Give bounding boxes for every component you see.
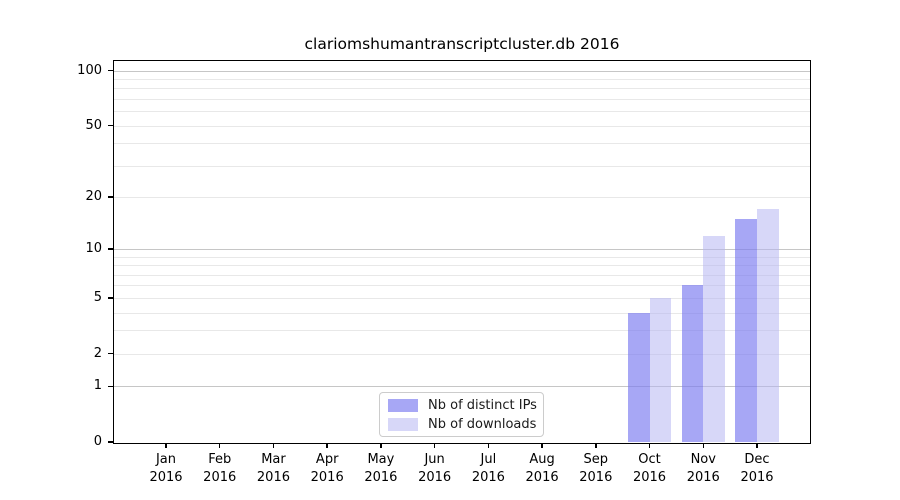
y-gridline-minor (114, 88, 810, 90)
y-gridline-minor (114, 125, 810, 127)
y-gridline-minor (114, 330, 810, 332)
x-tick-label: Nov 2016 (671, 451, 735, 486)
x-tick-month: Dec (744, 452, 770, 467)
x-tick-month: Aug (529, 452, 555, 467)
x-tick-year: 2016 (418, 469, 452, 485)
x-axis-tick (165, 443, 167, 448)
x-tick-month: Nov (690, 452, 716, 467)
x-axis-tick (326, 443, 328, 448)
y-axis-tick (108, 196, 113, 198)
x-axis-tick (219, 443, 221, 448)
legend-swatch-downloads (388, 417, 418, 431)
x-tick-year: 2016 (632, 469, 667, 485)
bar-downloads-dec[interactable] (757, 209, 779, 442)
x-tick-year: 2016 (740, 469, 774, 485)
y-gridline-minor (114, 111, 810, 113)
x-tick-month: Oct (638, 452, 661, 467)
x-tick-label: Apr 2016 (295, 451, 359, 486)
y-gridline-major (114, 249, 810, 251)
x-tick-year: 2016 (310, 469, 344, 485)
bar-distinct-ips-dec[interactable] (735, 218, 757, 442)
x-tick-month: Feb (208, 452, 232, 467)
y-gridline-minor (114, 265, 810, 267)
x-tick-label: Jul 2016 (456, 451, 520, 486)
x-tick-month: Sep (583, 452, 609, 467)
chart-title: clariomshumantranscriptcluster.db 2016 (304, 35, 620, 53)
y-gridline-minor (114, 274, 810, 276)
x-tick-month: Jan (155, 452, 177, 467)
x-tick-month: Mar (261, 452, 286, 467)
y-axis-tick (108, 352, 113, 355)
bar-distinct-ips-oct[interactable] (627, 312, 650, 442)
x-tick-month: Jun (424, 452, 445, 467)
y-tick-label: 50 (85, 117, 102, 133)
legend-swatch-distinct-ips (388, 398, 418, 412)
y-gridline-minor (114, 256, 810, 258)
legend: Nb of distinct IPs Nb of downloads (379, 392, 544, 437)
x-tick-label: Feb 2016 (188, 451, 252, 486)
x-axis-tick (756, 443, 758, 448)
plot-area: 0 1 2 5 10 20 50 100 Jan 2016 Feb 2016 Mar 2016 Apr 201… (77, 60, 811, 485)
x-tick-label: Dec 2016 (725, 451, 789, 486)
x-tick-label: Mar 2016 (241, 451, 305, 486)
y-gridline-minor (114, 285, 810, 287)
x-tick-month: Jul (480, 452, 497, 467)
legend-item-downloads: Nb of downloads (388, 417, 543, 432)
bar-downloads-nov[interactable] (703, 235, 725, 442)
x-tick-year: 2016 (525, 469, 559, 485)
x-tick-year: 2016 (686, 469, 720, 485)
y-axis-tick (108, 385, 113, 387)
y-tick-label: 2 (93, 345, 102, 361)
y-gridline-minor (114, 297, 810, 299)
legend-item-distinct-ips: Nb of distinct IPs (388, 398, 543, 413)
x-axis-tick (595, 443, 597, 448)
x-tick-label: May 2016 (349, 451, 413, 486)
x-tick-year: 2016 (471, 469, 505, 485)
x-axis-tick (272, 443, 275, 448)
x-tick-year: 2016 (203, 469, 237, 485)
x-tick-label: Jan 2016 (134, 451, 198, 486)
x-tick-year: 2016 (579, 469, 613, 485)
y-gridline-minor (114, 79, 810, 81)
y-gridline-minor (114, 165, 810, 167)
x-axis-tick (433, 443, 436, 448)
y-gridline-minor (114, 312, 810, 314)
y-axis-tick (108, 248, 113, 250)
y-axis-tick (108, 70, 113, 72)
y-gridline-major (114, 386, 810, 388)
x-axis-tick (541, 443, 543, 448)
y-axis-tick (108, 441, 113, 443)
x-tick-month: Apr (315, 452, 339, 467)
y-axis-tick (108, 125, 113, 127)
y-tick-label: 100 (77, 62, 102, 78)
y-tick-label: 10 (85, 241, 102, 257)
y-tick-label: 20 (85, 189, 102, 205)
x-tick-label: Aug 2016 (510, 451, 574, 486)
x-tick-year: 2016 (149, 469, 183, 485)
y-tick-label: 0 (93, 434, 102, 449)
x-axis-tick (380, 443, 382, 448)
x-tick-year: 2016 (364, 469, 398, 485)
y-axis-tick (108, 297, 113, 299)
y-gridline-minor (114, 143, 810, 145)
bar-distinct-ips-nov[interactable] (681, 285, 704, 442)
x-tick-label: Oct 2016 (618, 451, 682, 486)
y-gridline-major (114, 70, 810, 72)
bar-downloads-oct[interactable] (649, 297, 672, 442)
legend-label-distinct-ips: Nb of distinct IPs (428, 397, 537, 413)
y-gridline-minor (114, 99, 810, 101)
x-axis-tick (487, 443, 490, 448)
x-tick-label: Sep 2016 (564, 451, 628, 486)
y-gridline-minor (114, 197, 810, 199)
x-tick-month: May (367, 452, 395, 467)
y-tick-label: 1 (93, 378, 102, 394)
x-tick-year: 2016 (256, 469, 290, 485)
y-tick-label: 5 (93, 289, 102, 305)
y-gridline-minor (114, 353, 810, 355)
x-axis-tick (702, 443, 704, 448)
x-tick-label: Jun 2016 (403, 451, 467, 486)
legend-label-downloads: Nb of downloads (428, 416, 537, 432)
x-axis-tick (648, 443, 651, 448)
